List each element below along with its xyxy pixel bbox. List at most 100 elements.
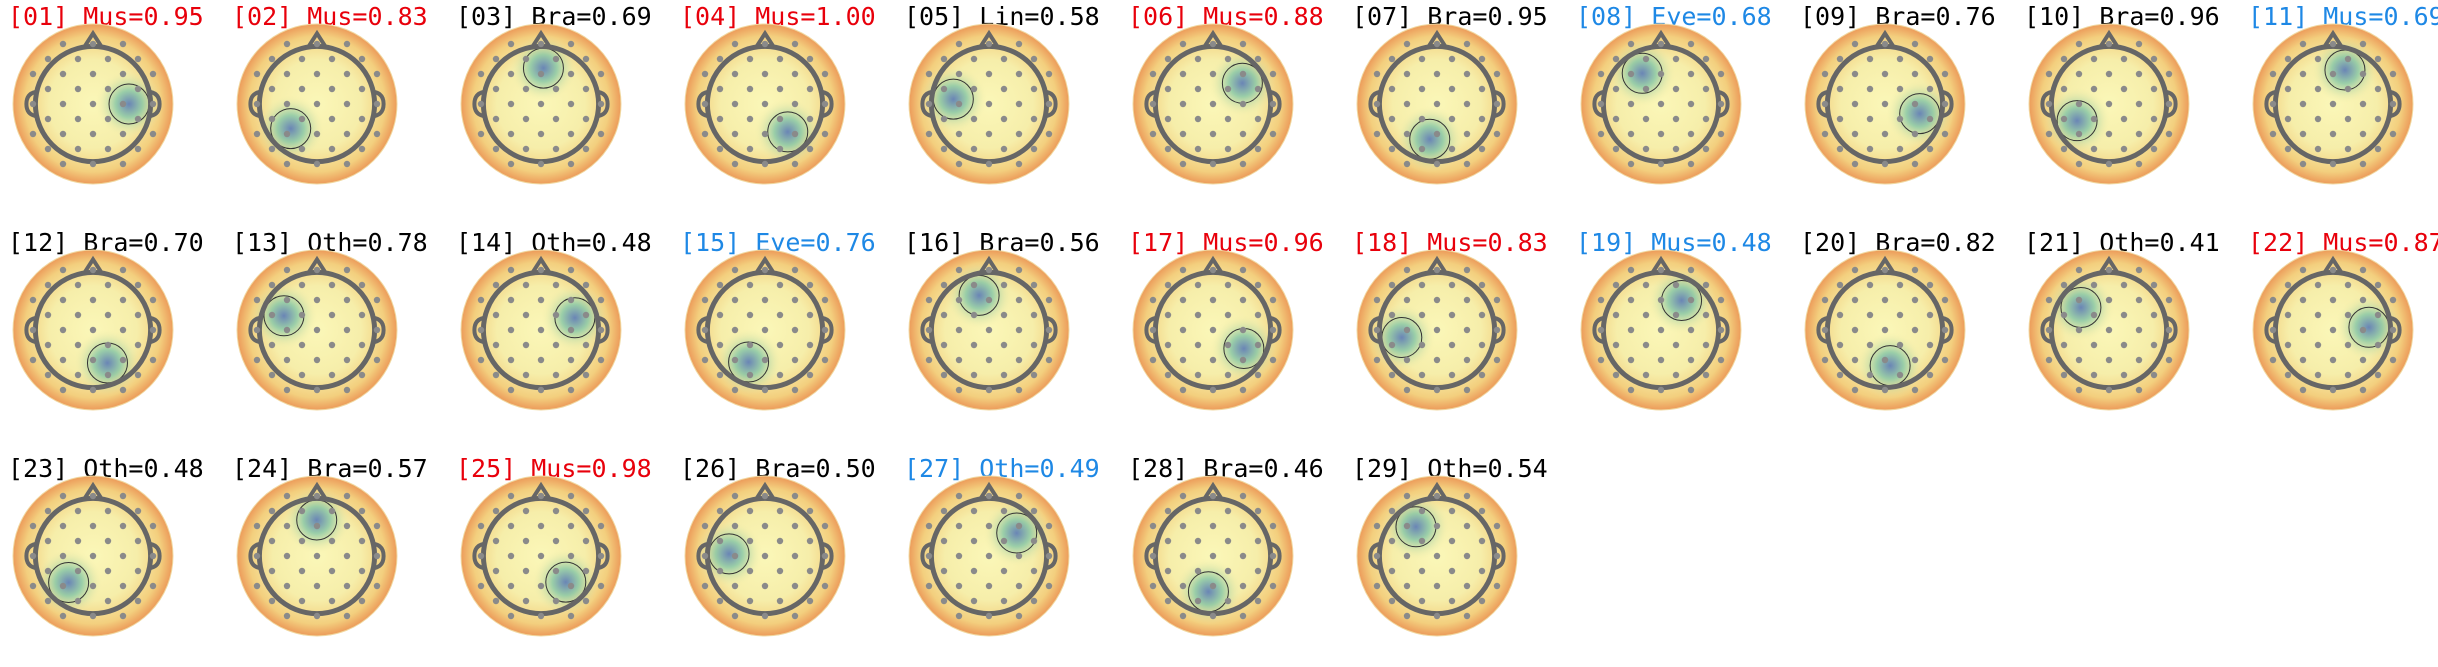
electrode <box>1403 386 1411 394</box>
electrode <box>1030 281 1038 289</box>
electrode <box>1851 326 1859 334</box>
electrode <box>940 115 948 123</box>
electrode <box>1657 266 1665 274</box>
electrode <box>1209 492 1217 500</box>
electrode <box>522 55 530 63</box>
electrode <box>1224 115 1232 123</box>
electrode <box>1224 55 1232 63</box>
electrode <box>373 552 381 560</box>
electrode <box>1478 537 1486 545</box>
electrode <box>2344 371 2352 379</box>
electrode <box>985 492 993 500</box>
electrode <box>940 507 948 515</box>
electrode <box>2075 40 2083 48</box>
right-ear <box>150 542 162 570</box>
electrode <box>1418 341 1426 349</box>
nose <box>978 255 1000 275</box>
electrode <box>29 522 37 530</box>
electrode <box>507 40 515 48</box>
nose <box>1426 29 1448 49</box>
electrode <box>537 582 545 590</box>
electrode <box>2075 356 2083 364</box>
electrode <box>955 70 963 78</box>
electrode <box>477 552 485 560</box>
electrode <box>313 70 321 78</box>
topomap <box>908 249 1070 411</box>
electrode <box>343 70 351 78</box>
electrode <box>313 130 321 138</box>
electrode <box>567 522 575 530</box>
electrode <box>985 386 993 394</box>
electrode <box>1911 160 1919 168</box>
electrode <box>2329 130 2337 138</box>
electrode <box>492 311 500 319</box>
electrode <box>1851 356 1859 364</box>
electrode <box>940 597 948 605</box>
electrode <box>44 341 52 349</box>
electrode <box>1239 356 1247 364</box>
topomap <box>236 249 398 411</box>
electrode <box>2389 100 2397 108</box>
electrode <box>1015 356 1023 364</box>
electrode <box>1164 85 1172 93</box>
electrode <box>1254 85 1262 93</box>
electrode <box>1717 356 1725 364</box>
electrode <box>1149 582 1157 590</box>
electrode <box>1418 597 1426 605</box>
electrode <box>507 552 515 560</box>
electrode <box>1388 281 1396 289</box>
electrode <box>104 145 112 153</box>
electrode <box>2359 296 2367 304</box>
electrode <box>1448 537 1456 545</box>
electrode <box>1881 100 1889 108</box>
electrode <box>1687 266 1695 274</box>
left-ear <box>24 90 36 118</box>
topomap-border <box>460 249 622 411</box>
electrode <box>358 597 366 605</box>
electrode <box>1657 100 1665 108</box>
electrode <box>74 597 82 605</box>
electrode <box>268 371 276 379</box>
electrode <box>1433 296 1441 304</box>
electrode <box>343 522 351 530</box>
electrode <box>746 597 754 605</box>
electrode <box>1627 296 1635 304</box>
electrode <box>1672 145 1680 153</box>
electrode <box>104 55 112 63</box>
electrode <box>104 597 112 605</box>
right-ear <box>1046 542 1058 570</box>
electrode <box>1478 371 1486 379</box>
electrode <box>343 326 351 334</box>
electrode <box>298 281 306 289</box>
electrode <box>134 55 142 63</box>
electrode <box>970 567 978 575</box>
electrode <box>1836 145 1844 153</box>
electrode <box>2120 311 2128 319</box>
electrode <box>2284 371 2292 379</box>
electrode <box>149 130 157 138</box>
electrode <box>716 341 724 349</box>
electrode <box>985 326 993 334</box>
electrode <box>59 356 67 364</box>
electrode <box>955 522 963 530</box>
electrode <box>1403 40 1411 48</box>
electrode <box>2329 296 2337 304</box>
electrode <box>701 552 709 560</box>
electrode <box>104 507 112 515</box>
electrode <box>791 522 799 530</box>
electrode <box>1015 70 1023 78</box>
electrode <box>1627 386 1635 394</box>
electrode <box>1926 371 1934 379</box>
topomap <box>460 249 622 411</box>
electrode <box>1030 567 1038 575</box>
electrode <box>44 85 52 93</box>
topomap <box>2028 249 2190 411</box>
electrode <box>119 522 127 530</box>
nose <box>306 481 328 501</box>
electrode <box>2075 100 2083 108</box>
topomap-border <box>12 23 174 185</box>
right-ear <box>822 542 834 570</box>
electrode <box>328 597 336 605</box>
electrode <box>1403 160 1411 168</box>
electrode <box>940 371 948 379</box>
